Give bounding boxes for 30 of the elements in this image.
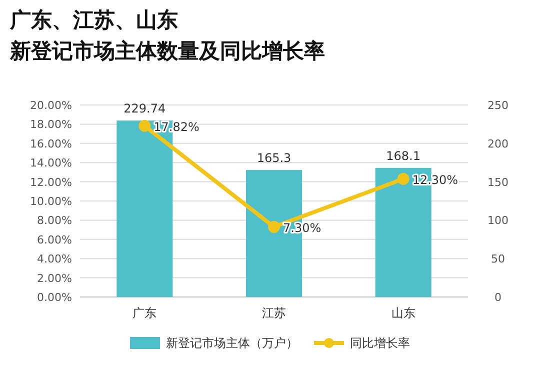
y2-tick-label: 50 [491,252,505,266]
y-tick-label: 14.00% [30,156,72,170]
legend-label: 新登记市场主体（万户） [166,336,298,350]
y2-tick-label: 100 [488,214,508,228]
y-tick-label: 12.00% [30,176,72,189]
chart-subtitle: 新登记市场主体数量及同比增长率 [9,39,325,63]
x-tick-label: 江苏 [262,306,286,320]
y-tick-label: 10.00% [30,195,72,208]
y-tick-label: 18.00% [30,118,72,132]
data-label: 165.3 [256,151,292,166]
x-tick-label: 山东 [391,306,416,320]
data-label: 168.1 [386,148,421,163]
point [268,220,280,233]
chart-title: 广东、江苏、山东 [9,8,178,32]
data-label: 229.74 [124,102,166,116]
y-tick-label: 16.00% [30,137,72,150]
y2-tick-label: 0 [494,291,502,304]
y-tick-label: 2.00% [37,272,72,285]
y-tick-label: 20.00% [30,99,72,112]
y-tick-label: 8.00% [37,214,72,228]
y2-tick-label: 150 [488,176,508,189]
y2-tick-label: 250 [488,99,508,112]
y-tick-label: 6.00% [37,233,72,246]
point [138,120,151,132]
legend-label: 同比增长率 [350,336,410,350]
y-tick-label: 4.00% [37,252,72,266]
y2-tick-label: 200 [488,137,508,150]
x-tick-label: 广东 [132,306,157,320]
point [397,172,410,185]
y-tick-label: 0.00% [37,291,72,304]
